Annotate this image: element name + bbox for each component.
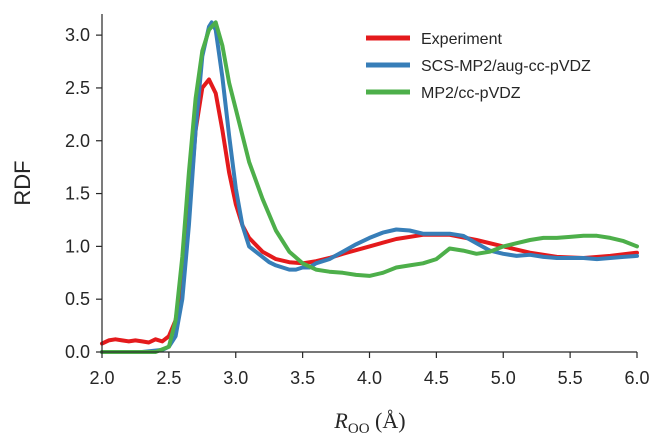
y-axis-title: RDF — [10, 160, 35, 205]
legend-label: SCS-MP2/aug-cc-pVDZ — [421, 58, 591, 75]
x-tick-label: 3.5 — [290, 368, 315, 388]
x-axis-title-unit: (Å) — [370, 408, 406, 433]
x-axis-title: ROO (Å) — [333, 408, 405, 437]
y-tick-label: 1.0 — [65, 236, 90, 256]
x-tick-label: 4.0 — [357, 368, 382, 388]
legend: Experiment SCS-MP2/aug-cc-pVDZ MP2/cc-pVDZ — [366, 31, 591, 102]
y-tick-label: 1.5 — [65, 184, 90, 204]
y-tick-label: 2.5 — [65, 78, 90, 98]
x-tick-label: 5.0 — [491, 368, 516, 388]
y-tick-label: 0.0 — [65, 342, 90, 362]
legend-label: MP2/cc-pVDZ — [421, 85, 521, 102]
x-tick-label: 3.0 — [223, 368, 248, 388]
series-layer — [100, 20, 639, 354]
y-tick-label: 2.0 — [65, 131, 90, 151]
x-axis-title-main: R — [333, 408, 348, 433]
x-tick-label: 2.5 — [156, 368, 181, 388]
x-axis-ticks: 2.0 2.5 3.0 3.5 4.0 4.5 5.0 5.5 6.0 — [89, 352, 650, 388]
x-axis-title-sub: OO — [348, 421, 370, 437]
series-line-3 — [100, 20, 639, 354]
x-tick-label: 6.0 — [624, 368, 649, 388]
legend-label: Experiment — [421, 31, 502, 48]
x-tick-label: 4.5 — [424, 368, 449, 388]
x-tick-label: 2.0 — [89, 368, 114, 388]
y-tick-label: 0.5 — [65, 289, 90, 309]
x-tick-label: 5.5 — [558, 368, 583, 388]
y-tick-label: 3.0 — [65, 25, 90, 45]
y-axis-ticks: 0.0 0.5 1.0 1.5 2.0 2.5 3.0 — [65, 25, 102, 362]
